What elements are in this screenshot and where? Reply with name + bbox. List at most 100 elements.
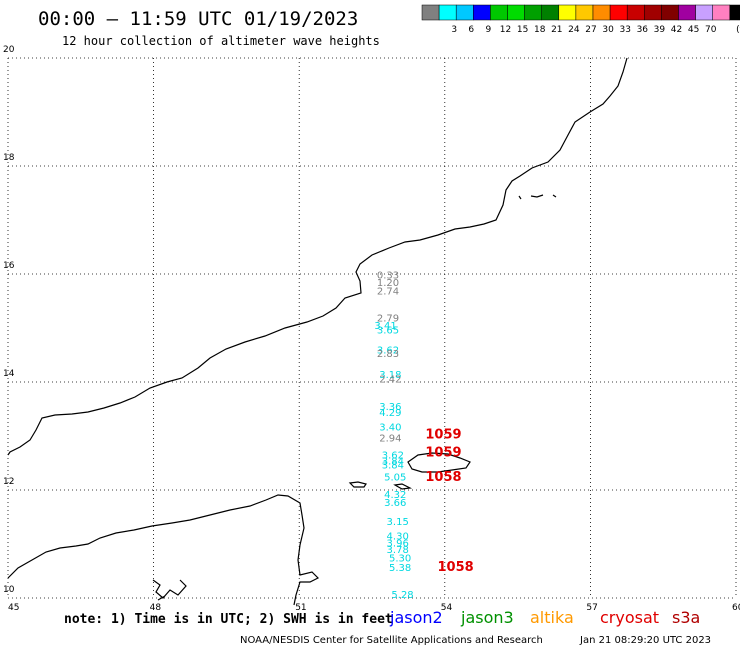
lon-tick-label: 48: [150, 603, 162, 613]
islet-a: [348, 481, 367, 488]
lon-tick-label: 51: [295, 603, 306, 613]
colorbar-swatch: [712, 4, 731, 21]
wave-height-label: 3.96: [387, 539, 409, 550]
colorbar-label: 18: [534, 25, 546, 35]
wave-height-label: 2.74: [377, 287, 399, 298]
colorbar-label: 15: [517, 25, 528, 35]
wave-height-label: 3.65: [377, 325, 399, 336]
colorbar-swatch: [729, 4, 740, 21]
colorbar-unit: (ft): [736, 25, 740, 35]
wave-height-label: 2.79: [377, 314, 399, 325]
sat-s3a: s3a: [672, 608, 701, 627]
wave-height-label: 5.05: [384, 472, 406, 483]
wave-height-label: 5.28: [391, 590, 413, 601]
lon-tick-label: 54: [441, 603, 453, 613]
wave-height-label: 3.36: [379, 402, 401, 413]
sst-reading-label: 1058: [425, 470, 461, 485]
colorbar-label: 6: [468, 25, 474, 35]
wave-height-label: 3.62: [382, 451, 404, 462]
colorbar-label: 24: [568, 25, 580, 35]
lat-tick-label: 20: [3, 45, 15, 55]
sst-reading-label: 1059: [425, 428, 461, 443]
colorbar-swatch: [609, 4, 628, 21]
lat-tick-label: 10: [3, 585, 15, 595]
wave-height-label: 4.29: [379, 408, 401, 419]
lon-tick-label: 45: [8, 603, 19, 613]
wave-height-label: 3.18: [379, 370, 401, 381]
colorbar-label: 36: [637, 25, 649, 35]
colorbar-label: 33: [619, 25, 630, 35]
wave-height-label: 3.62: [377, 345, 399, 356]
sst-reading-label: 1058: [438, 560, 474, 575]
sat-cryosat: cryosat: [600, 608, 660, 627]
colorbar-swatch: [626, 4, 645, 21]
colorbar-swatch: [490, 4, 508, 21]
colorbar-swatch: [644, 4, 662, 21]
colorbar-swatch: [592, 4, 611, 21]
lat-tick-label: 16: [3, 261, 15, 271]
colorbar-swatch: [507, 4, 525, 21]
wave-height-label: 1.20: [377, 278, 399, 289]
wave-height-label: 3.84: [382, 460, 404, 471]
wave-height-label: 2.94: [379, 433, 401, 444]
wave-height-label: 3.78: [387, 545, 409, 556]
colorbar-label: 42: [671, 25, 682, 35]
wave-height-label: 0.33: [377, 270, 399, 281]
map-title: 00:00 – 11:59 UTC 01/19/2023: [38, 8, 359, 30]
coastline: [7, 57, 628, 606]
sat-altika: altika: [530, 608, 574, 627]
lat-lon-grid: 45 48 51 54 57 60 10 12 14 16 18 20: [3, 45, 740, 613]
colorbar-label: 3: [451, 25, 457, 35]
lon-tick-label: 57: [586, 603, 597, 613]
colorbar-label: 70: [705, 25, 717, 35]
colorbar-label: 30: [602, 25, 614, 35]
colorbar-swatch: [455, 4, 474, 21]
lon-tick-label: 60: [732, 603, 740, 613]
horn-of-africa-coast: [7, 494, 320, 606]
islet-b: [393, 483, 413, 490]
colorbar-label: 12: [500, 25, 511, 35]
socotra-island: [407, 452, 471, 473]
islands-se-coast: [518, 194, 557, 200]
small-islands-west: [152, 579, 187, 601]
credit-line: NOAA/NESDIS Center for Satellite Applica…: [240, 635, 543, 646]
colorbar-label: 21: [551, 25, 562, 35]
wave-height-label: 2.42: [379, 375, 401, 386]
arabian-peninsula-coast: [7, 57, 628, 456]
colorbar-swatch: [558, 4, 577, 21]
lat-tick-label: 12: [3, 477, 14, 487]
colorbar-swatch: [438, 4, 457, 21]
colorbar-swatch: [695, 4, 713, 21]
colorbar-swatch: [473, 4, 491, 21]
wave-height-label: 3.66: [384, 498, 406, 509]
colorbar-label: 27: [585, 25, 596, 35]
map-subtitle: 12 hour collection of altimeter wave hei…: [62, 34, 380, 48]
footer-note: note: 1) Time is in UTC; 2) SWH is in fe…: [64, 612, 393, 627]
wave-height-label: 4.30: [387, 532, 409, 543]
lat-tick-label: 18: [3, 153, 15, 163]
sat-jason2: jason2: [390, 608, 443, 627]
colorbar-label: 45: [688, 25, 699, 35]
colorbar-swatch: [678, 4, 696, 21]
wave-height-label: 3.40: [379, 423, 401, 434]
colorbar-swatch: [575, 4, 594, 21]
colorbar-swatch: [661, 4, 679, 21]
colorbar-label: 9: [486, 25, 492, 35]
colorbar-swatch: [421, 4, 440, 21]
colorbar-swatch: [524, 4, 542, 21]
wave-height-label: 3.84: [382, 457, 404, 468]
wave-height-label: 4.32: [384, 490, 406, 501]
generated-timestamp: Jan 21 08:29:20 UTC 2023: [580, 635, 712, 646]
sat-jason3: jason3: [461, 608, 514, 627]
lat-tick-label: 14: [3, 369, 15, 379]
colorbar-label: 39: [654, 25, 666, 35]
sst-reading-label: 1059: [425, 446, 461, 461]
wave-height-label: 3.15: [387, 517, 409, 528]
wave-height-label: 2.83: [377, 349, 399, 360]
wave-height-label: 5.30: [389, 553, 411, 564]
wave-height-label: 3.41: [374, 321, 396, 332]
altimeter-observations: 0.331.202.742.793.413.653.622.833.182.42…: [374, 270, 473, 601]
colorbar-swatch: [541, 4, 560, 21]
